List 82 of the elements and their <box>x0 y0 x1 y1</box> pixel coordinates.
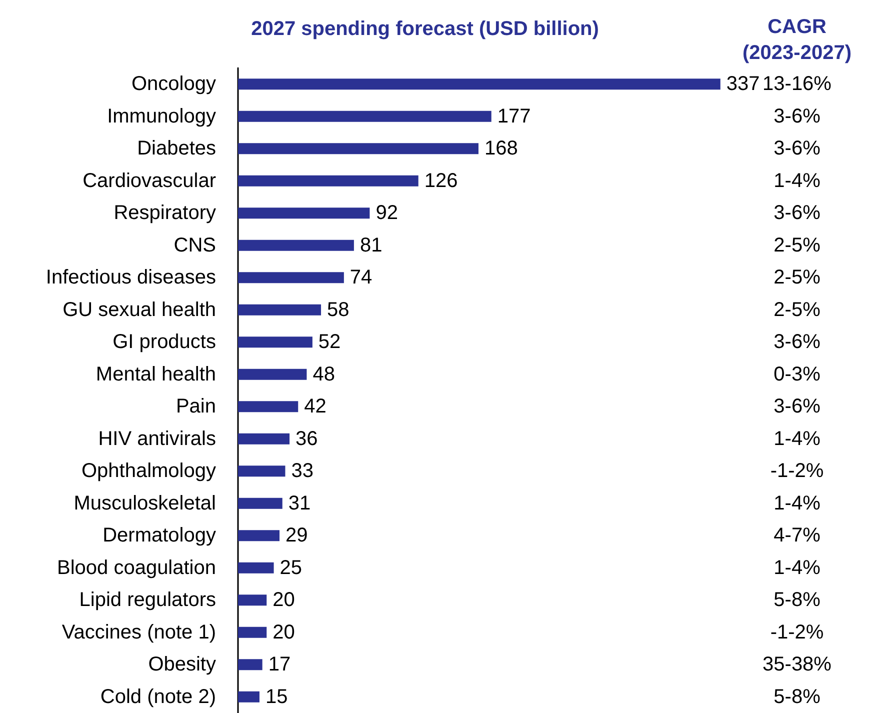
text: CAGR (2023-2027) <box>742 16 852 64</box>
bar <box>238 336 312 348</box>
text: 3-6% <box>774 396 821 418</box>
data-label: 92 <box>376 202 398 224</box>
y-tick-label: Lipid regulators <box>79 589 216 612</box>
y-tick-label: Obesity <box>148 654 216 676</box>
text: 3-6% <box>774 138 821 160</box>
y-tick-label: Oncology <box>132 73 216 96</box>
y-tick-label: HIV antivirals <box>98 428 216 450</box>
data-label: 31 <box>288 492 311 514</box>
text: 2-5% <box>774 266 821 289</box>
y-tick-label: GI products <box>112 331 216 354</box>
text: 3-6% <box>774 105 821 128</box>
text: 13-16% <box>762 73 832 96</box>
y-tick-label: Mental health <box>96 363 216 386</box>
y-tick-label: Diabetes <box>137 138 216 160</box>
y-tick-label: Respiratory <box>114 202 216 224</box>
data-label: 17 <box>268 654 291 676</box>
data-label: 177 <box>497 105 531 128</box>
data-label: 25 <box>280 556 302 579</box>
text: 2-5% <box>774 298 821 321</box>
bar <box>238 240 354 251</box>
bar <box>238 208 370 219</box>
data-label: 58 <box>327 298 350 321</box>
bar <box>238 304 322 316</box>
y-tick-label: Musculoskeletal <box>74 492 216 514</box>
bar <box>238 691 260 702</box>
text: 4-7% <box>774 524 821 547</box>
text: 1-4% <box>774 492 821 514</box>
data-label: 74 <box>350 266 372 289</box>
bar <box>238 594 267 606</box>
y-tick-label: Dermatology <box>102 524 216 547</box>
text: 0-3% <box>774 363 821 386</box>
chart-title: 2027 spending forecast (USD billion) <box>251 18 599 40</box>
y-tick-label: Blood coagulation <box>56 556 216 579</box>
text: 2-5% <box>774 234 821 256</box>
data-label: 81 <box>360 234 382 256</box>
bar <box>238 466 286 477</box>
bar <box>238 368 307 380</box>
bar <box>238 530 280 542</box>
bar <box>238 498 282 509</box>
data-label: 52 <box>318 331 341 354</box>
bar <box>238 143 478 154</box>
data-label: 29 <box>286 524 308 547</box>
y-tick-label: Immunology <box>107 105 216 128</box>
y-tick-label: Infectious diseases <box>46 266 216 289</box>
bar <box>238 272 344 284</box>
bar <box>238 433 290 444</box>
y-tick-label: CNS <box>174 234 216 256</box>
text: 3-6% <box>774 331 821 354</box>
bar <box>238 78 720 90</box>
data-label: 36 <box>296 428 318 450</box>
data-label: 168 <box>484 138 518 160</box>
data-label: 337 <box>726 73 760 96</box>
y-tick-label: Cardiovascular <box>82 170 216 192</box>
text: 1-4% <box>774 170 821 192</box>
text: 1-4% <box>774 428 821 450</box>
data-label: 15 <box>265 686 288 708</box>
data-label: 42 <box>304 396 326 418</box>
y-tick-label: Pain <box>176 396 216 418</box>
data-label: 20 <box>272 621 295 644</box>
text: 3-6% <box>774 202 821 224</box>
bar <box>238 626 267 638</box>
bar <box>238 659 262 670</box>
text: 35-38% <box>762 654 832 676</box>
bar <box>238 110 492 122</box>
data-label: 20 <box>272 589 295 612</box>
data-label: 48 <box>312 363 335 386</box>
y-tick-label: Cold (note 2) <box>100 686 216 708</box>
text: 5-8% <box>774 589 821 612</box>
text: -1-2% <box>770 460 824 482</box>
bar <box>238 175 418 186</box>
text: -1-2% <box>770 621 824 644</box>
text: 5-8% <box>774 686 821 708</box>
y-tick-label: Vaccines (note 1) <box>62 621 216 644</box>
data-label: 126 <box>424 170 458 192</box>
bar <box>238 562 274 574</box>
y-tick-label: Ophthalmology <box>81 460 216 482</box>
y-tick-label: GU sexual health <box>62 298 216 321</box>
bar <box>238 401 298 412</box>
data-label: 33 <box>291 460 314 482</box>
text: 1-4% <box>774 556 821 579</box>
